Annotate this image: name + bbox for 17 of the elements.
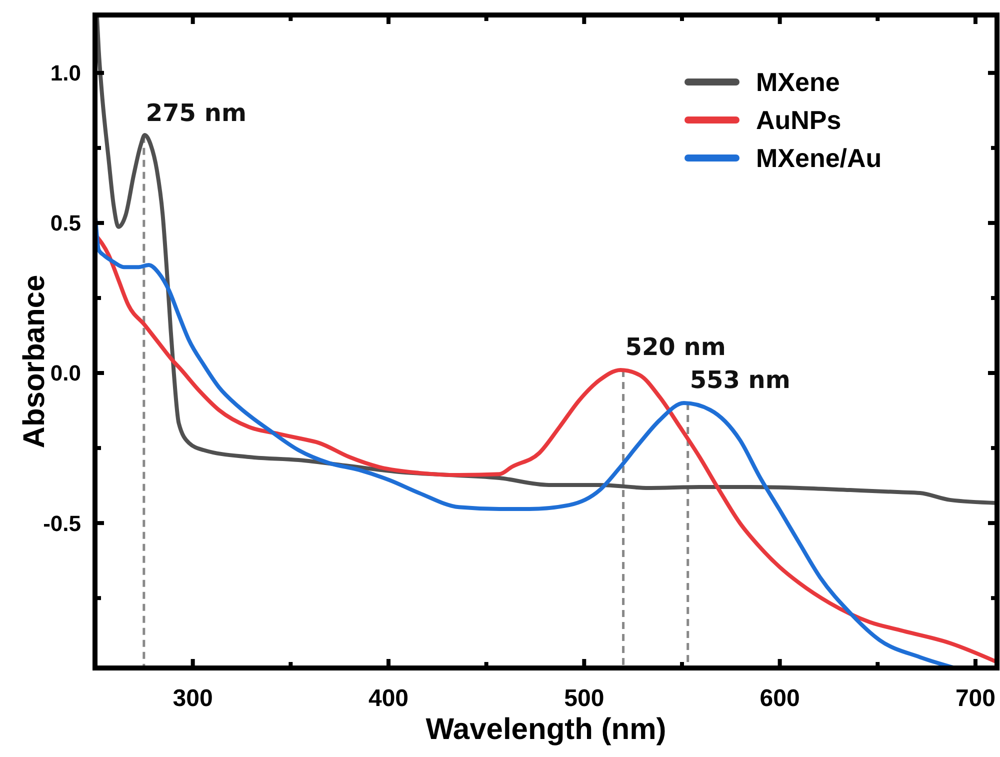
legend-label: AuNPs [756,105,842,136]
legend-label: MXene [756,67,840,98]
y-axis-title: Absorbance [18,274,51,448]
x-tick-label: 600 [760,685,800,712]
legend-label: MXene/Au [756,143,882,174]
x-axis-title: Wavelength (nm) [426,713,666,746]
x-tick-label: 700 [955,685,996,712]
x-tick-label: 300 [172,685,213,712]
annotation: 275 nm [146,98,246,127]
y-tick-label: 0.5 [50,210,81,236]
annotation: 520 nm [625,333,726,362]
x-tick-label: 400 [368,685,409,712]
annotation: 553 nm [690,366,790,394]
y-tick-label: 1.0 [50,60,81,86]
y-tick-label: -0.5 [43,510,81,536]
y-tick-label: 0.0 [50,360,81,386]
x-tick-label: 500 [564,685,604,712]
